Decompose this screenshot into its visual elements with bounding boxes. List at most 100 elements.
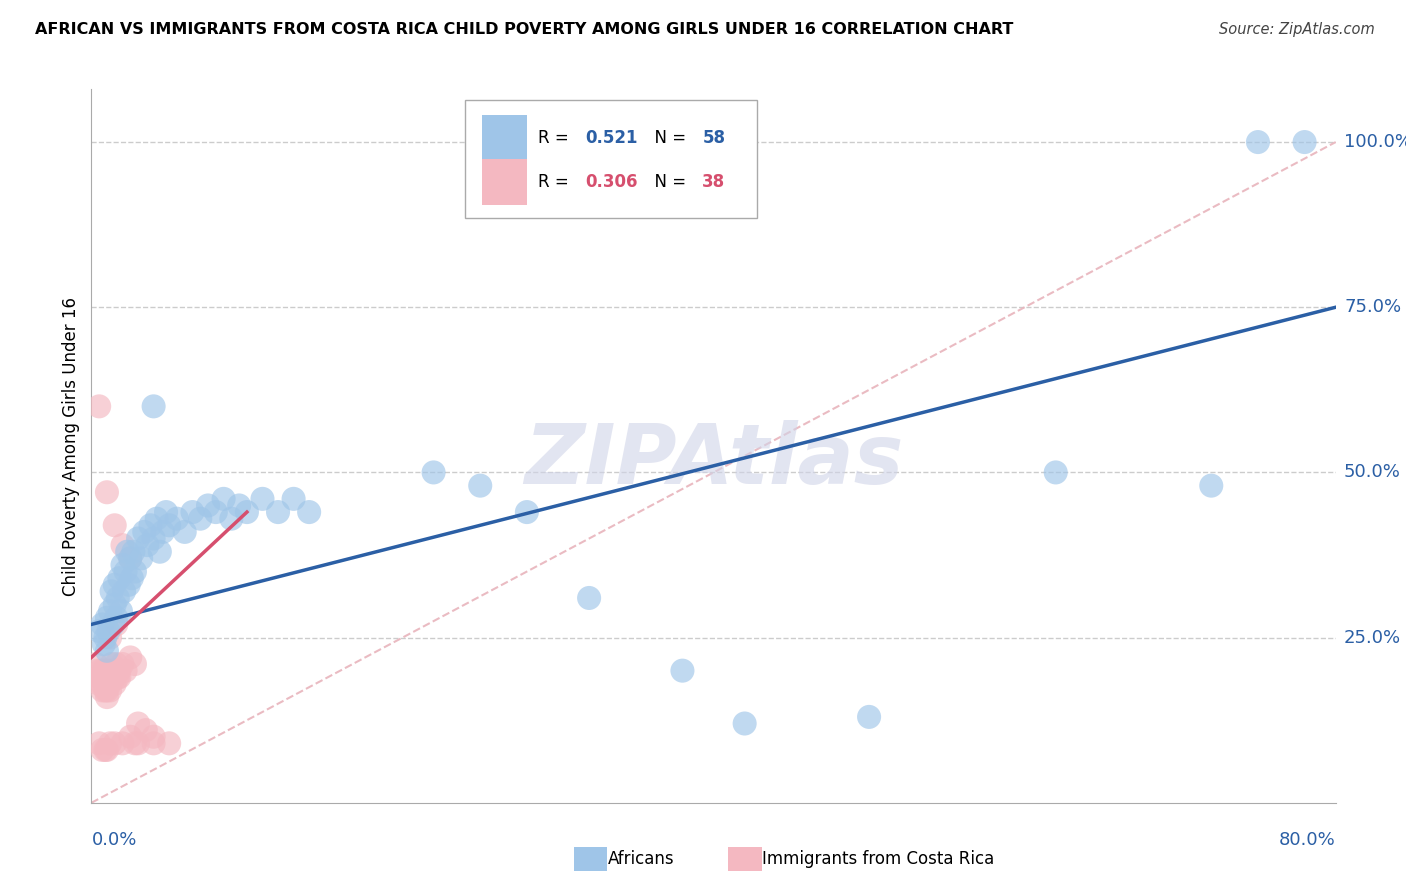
Point bbox=[470, 478, 492, 492]
Point bbox=[97, 624, 120, 638]
Text: 75.0%: 75.0% bbox=[1344, 298, 1402, 317]
Point bbox=[101, 617, 124, 632]
Point bbox=[1045, 466, 1067, 480]
Point bbox=[105, 611, 128, 625]
Point bbox=[98, 604, 121, 618]
Point bbox=[98, 683, 121, 698]
Point bbox=[89, 677, 111, 691]
Point bbox=[104, 578, 127, 592]
Point bbox=[124, 565, 146, 579]
Point bbox=[157, 518, 180, 533]
Point bbox=[98, 736, 121, 750]
Point bbox=[135, 723, 157, 738]
Point bbox=[96, 611, 118, 625]
Point bbox=[108, 664, 131, 678]
Point bbox=[104, 518, 127, 533]
Point bbox=[86, 664, 108, 678]
Point bbox=[422, 466, 444, 480]
Text: Immigrants from Costa Rica: Immigrants from Costa Rica bbox=[762, 850, 994, 868]
Point bbox=[267, 505, 290, 519]
Point bbox=[97, 670, 120, 684]
Text: R =: R = bbox=[538, 128, 574, 146]
Point bbox=[93, 670, 115, 684]
Point bbox=[104, 670, 127, 684]
Point bbox=[97, 664, 120, 678]
Point bbox=[104, 677, 127, 691]
Text: N =: N = bbox=[644, 173, 692, 191]
Point bbox=[91, 743, 114, 757]
Point bbox=[93, 637, 115, 651]
Text: 38: 38 bbox=[703, 173, 725, 191]
Point bbox=[115, 545, 138, 559]
Point bbox=[1247, 135, 1270, 149]
Point bbox=[105, 664, 128, 678]
Point bbox=[152, 524, 174, 539]
Point bbox=[134, 524, 156, 539]
Point bbox=[96, 743, 118, 757]
Point bbox=[252, 491, 274, 506]
Text: Africans: Africans bbox=[607, 850, 673, 868]
Point bbox=[89, 400, 111, 414]
FancyBboxPatch shape bbox=[464, 100, 756, 218]
Point bbox=[516, 505, 538, 519]
Text: R =: R = bbox=[538, 173, 574, 191]
Point bbox=[105, 657, 128, 671]
Point bbox=[173, 524, 195, 539]
Text: 0.306: 0.306 bbox=[585, 173, 638, 191]
Text: 25.0%: 25.0% bbox=[1344, 629, 1402, 647]
Point bbox=[108, 670, 131, 684]
Point bbox=[127, 736, 149, 750]
Point bbox=[96, 677, 118, 691]
Text: 0.0%: 0.0% bbox=[91, 831, 136, 849]
Point bbox=[111, 538, 134, 552]
Point bbox=[96, 485, 118, 500]
Point bbox=[197, 499, 219, 513]
Point bbox=[94, 631, 117, 645]
Point bbox=[105, 617, 128, 632]
Point bbox=[142, 730, 165, 744]
Text: ZIPAtlas: ZIPAtlas bbox=[524, 420, 903, 500]
Point bbox=[283, 491, 305, 506]
Point bbox=[91, 677, 114, 691]
Point bbox=[188, 511, 211, 525]
Point bbox=[121, 571, 143, 585]
Point bbox=[108, 571, 131, 585]
Point bbox=[181, 505, 204, 519]
Point bbox=[101, 664, 124, 678]
FancyBboxPatch shape bbox=[482, 159, 527, 205]
Point bbox=[578, 591, 600, 605]
Point bbox=[104, 598, 127, 612]
Point bbox=[212, 491, 235, 506]
Point bbox=[104, 736, 127, 750]
Point bbox=[149, 545, 172, 559]
Point bbox=[136, 538, 159, 552]
Point bbox=[205, 505, 228, 519]
Point bbox=[120, 551, 142, 566]
Point bbox=[1294, 135, 1316, 149]
Point bbox=[110, 604, 132, 618]
Point bbox=[124, 736, 146, 750]
Point bbox=[122, 545, 145, 559]
Point bbox=[94, 683, 117, 698]
Text: 100.0%: 100.0% bbox=[1344, 133, 1406, 151]
Point bbox=[858, 710, 880, 724]
Point bbox=[94, 677, 117, 691]
Point bbox=[111, 558, 134, 572]
Point bbox=[96, 690, 118, 704]
Point bbox=[142, 400, 165, 414]
Point bbox=[91, 683, 114, 698]
Point bbox=[1201, 478, 1223, 492]
Point bbox=[100, 670, 122, 684]
Point bbox=[98, 631, 121, 645]
Point bbox=[111, 736, 134, 750]
Point bbox=[236, 505, 259, 519]
Point bbox=[127, 532, 149, 546]
Text: 50.0%: 50.0% bbox=[1344, 464, 1400, 482]
Point bbox=[129, 551, 152, 566]
Point bbox=[139, 518, 162, 533]
Point bbox=[89, 624, 111, 638]
Point bbox=[166, 511, 188, 525]
Point bbox=[228, 499, 250, 513]
Point bbox=[155, 505, 177, 519]
Point bbox=[91, 617, 114, 632]
